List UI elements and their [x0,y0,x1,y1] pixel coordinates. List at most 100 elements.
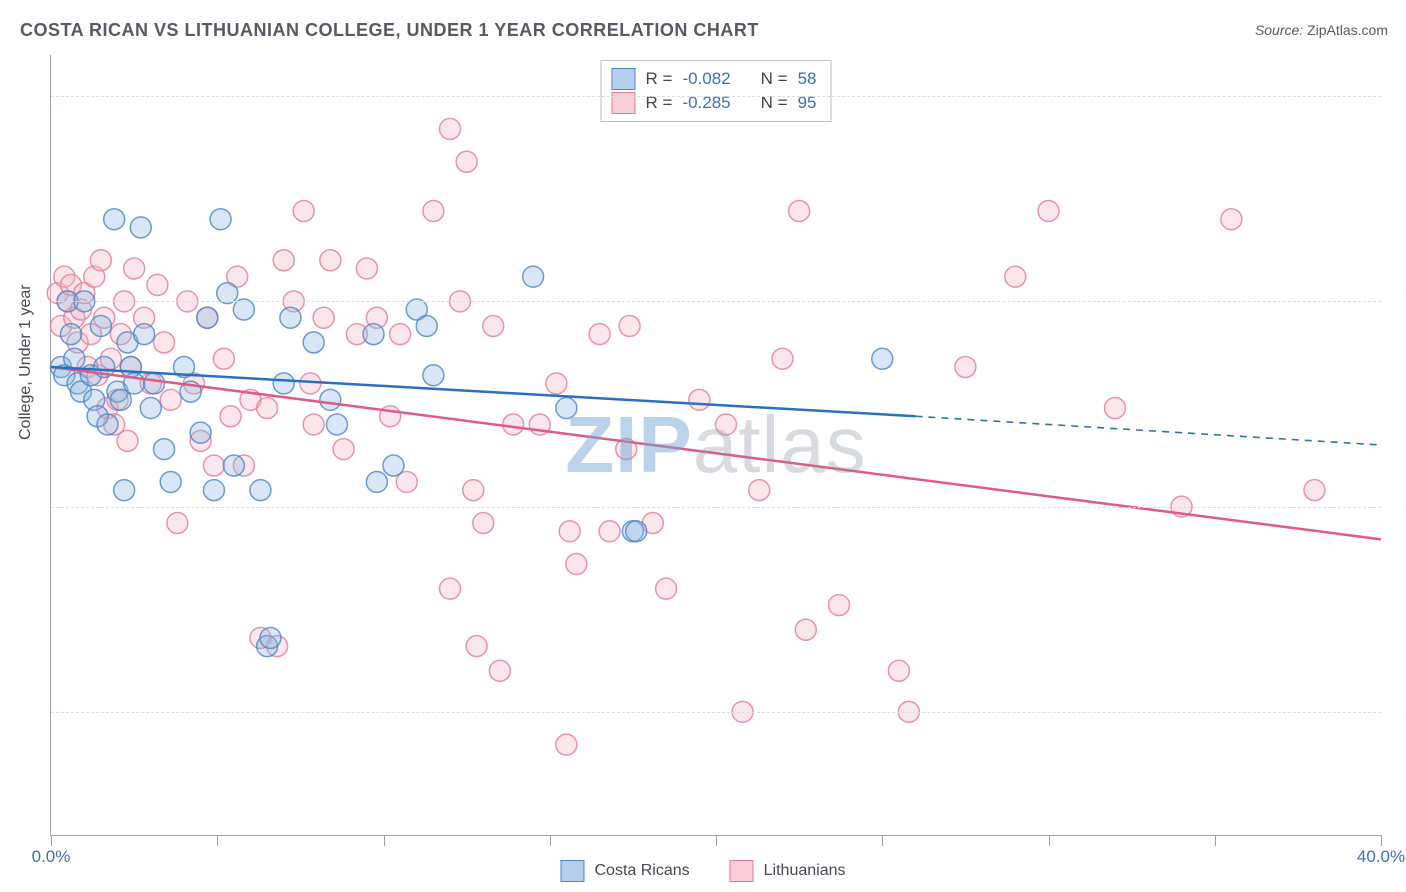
r-label: R = [646,91,673,115]
correlation-legend: R = -0.082 N = 58 R = -0.285 N = 95 [601,60,832,122]
data-point [140,398,161,419]
data-point [416,315,437,336]
data-point [154,439,175,460]
data-point [313,307,334,328]
data-point [556,734,577,755]
data-point [273,373,294,394]
series-legend-item: Costa Ricans [561,860,690,882]
data-point [60,324,81,345]
plot-svg [51,55,1381,835]
x-tick-label: 40.0% [1357,847,1405,867]
chart-title: COSTA RICAN VS LITHUANIAN COLLEGE, UNDER… [20,20,759,41]
data-point [190,422,211,443]
data-point [503,414,524,435]
data-point [795,619,816,640]
n-label: N = [761,67,788,91]
data-point [1038,201,1059,222]
data-point [566,554,587,575]
data-point [117,430,138,451]
data-point [203,480,224,501]
x-tick [550,835,551,846]
y-tick-label: 100.0% [1387,86,1406,106]
data-point [124,258,145,279]
correlation-legend-row: R = -0.285 N = 95 [612,91,817,115]
y-tick-label: 75.0% [1387,291,1406,311]
data-point [1221,209,1242,230]
data-point [160,389,181,410]
r-value: -0.082 [682,67,730,91]
gridline [51,507,1381,508]
data-point [144,373,165,394]
correlation-legend-row: R = -0.082 N = 58 [612,67,817,91]
data-point [197,307,218,328]
data-point [483,315,504,336]
data-point [134,324,155,345]
swatch-blue-icon [612,68,636,90]
data-point [440,578,461,599]
data-point [90,315,111,336]
x-tick [1215,835,1216,846]
data-point [114,480,135,501]
data-point [104,209,125,230]
r-value: -0.285 [682,91,730,115]
source-attribution: Source: ZipAtlas.com [1255,22,1388,38]
source-label: Source: [1255,22,1303,38]
data-point [260,627,281,648]
y-tick-label: 50.0% [1387,497,1406,517]
series-legend-item: Lithuanians [730,860,846,882]
n-value: 95 [798,91,817,115]
data-point [203,455,224,476]
gridline [51,301,1381,302]
data-point [383,455,404,476]
series-legend-label: Lithuanians [764,862,846,880]
data-point [888,660,909,681]
data-point [440,118,461,139]
data-point [147,274,168,295]
data-point [97,414,118,435]
data-point [523,266,544,287]
data-point [326,414,347,435]
data-point [1105,398,1126,419]
data-point [556,398,577,419]
data-point [160,471,181,492]
data-point [463,480,484,501]
data-point [333,439,354,460]
data-point [466,636,487,657]
data-point [619,315,640,336]
data-point [90,250,111,271]
data-point [872,348,893,369]
gridline [51,96,1381,97]
x-tick [716,835,717,846]
data-point [955,357,976,378]
data-point [64,348,85,369]
series-legend: Costa Ricans Lithuanians [561,860,846,882]
data-point [423,201,444,222]
data-point [789,201,810,222]
data-point [213,348,234,369]
data-point [1005,266,1026,287]
data-point [223,455,244,476]
data-point [546,373,567,394]
data-point [167,513,188,534]
data-point [829,595,850,616]
x-tick [384,835,385,846]
trend-line-blue-dashed [916,416,1382,445]
data-point [356,258,377,279]
y-tick-label: 25.0% [1387,702,1406,722]
x-tick [1049,835,1050,846]
data-point [772,348,793,369]
n-value: 58 [798,67,817,91]
data-point [363,324,384,345]
n-label: N = [761,91,788,115]
gridline [51,712,1381,713]
data-point [320,389,341,410]
data-point [320,250,341,271]
chart-container: COSTA RICAN VS LITHUANIAN COLLEGE, UNDER… [0,0,1406,892]
data-point [366,471,387,492]
x-tick [217,835,218,846]
trend-line-pink [51,367,1381,539]
data-point [423,365,444,386]
swatch-pink-icon [730,860,754,882]
data-point [220,406,241,427]
data-point [280,307,301,328]
